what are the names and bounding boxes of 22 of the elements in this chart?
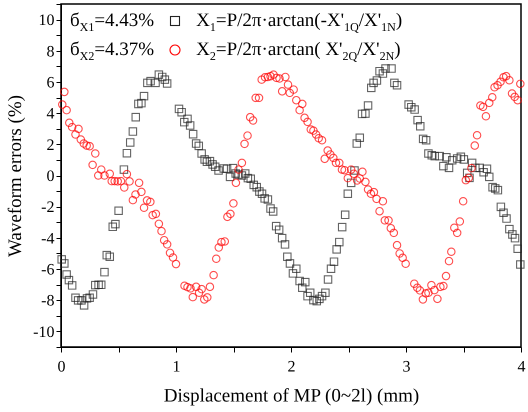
y-axis-title: Waveform errors (%) xyxy=(5,94,26,258)
y-tick-label: 4 xyxy=(46,106,54,123)
x-tick-label: 1 xyxy=(172,358,180,376)
annotation: б$_{X2}$=4.37% xyxy=(70,38,154,64)
y-tick-label: 8 xyxy=(46,43,54,60)
y-tick-label: 0 xyxy=(46,168,54,185)
x-tick-label: 4 xyxy=(518,358,526,376)
y-tick-label: -8 xyxy=(41,292,54,310)
legend-label: X$_{2}$=P/2π·arctan( X'$_{2Q}$/X'$_{2N}$) xyxy=(196,38,402,64)
y-tick-label: -4 xyxy=(41,230,54,248)
x-tick-label: 3 xyxy=(402,358,410,376)
annotation: б$_{X1}$=4.43% xyxy=(70,9,154,35)
y-tick-label: 2 xyxy=(46,136,54,154)
y-tick-label: 6 xyxy=(46,74,54,92)
legend-label: X$_{1}$=P/2π·arctan(-X'$_{1Q}$/X'$_{1N}$) xyxy=(196,9,402,35)
y-tick-label: -6 xyxy=(41,262,54,279)
y-tick-label: -10 xyxy=(33,324,54,341)
x-axis-title: Displacement of MP (0~2l) (mm) xyxy=(164,386,420,406)
y-tick-label: -2 xyxy=(41,199,54,216)
y-tick-label: 10 xyxy=(38,12,54,30)
x-tick-label: 2 xyxy=(288,358,296,376)
x-tick-label: 0 xyxy=(58,358,66,376)
